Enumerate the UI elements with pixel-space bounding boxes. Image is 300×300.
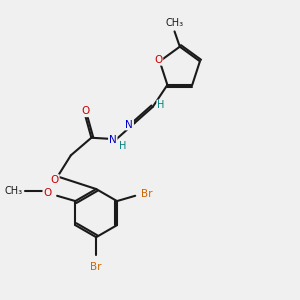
Text: N: N [109, 135, 117, 145]
Text: O: O [81, 106, 90, 116]
Text: CH₃: CH₃ [4, 186, 22, 196]
Text: Br: Br [90, 262, 102, 272]
Text: H: H [119, 141, 127, 151]
Text: N: N [125, 119, 133, 130]
Text: CH₃: CH₃ [166, 18, 184, 28]
Text: Br: Br [141, 189, 152, 199]
Text: O: O [154, 55, 162, 65]
Text: O: O [43, 188, 52, 198]
Text: H: H [157, 100, 165, 110]
Text: O: O [51, 175, 59, 185]
